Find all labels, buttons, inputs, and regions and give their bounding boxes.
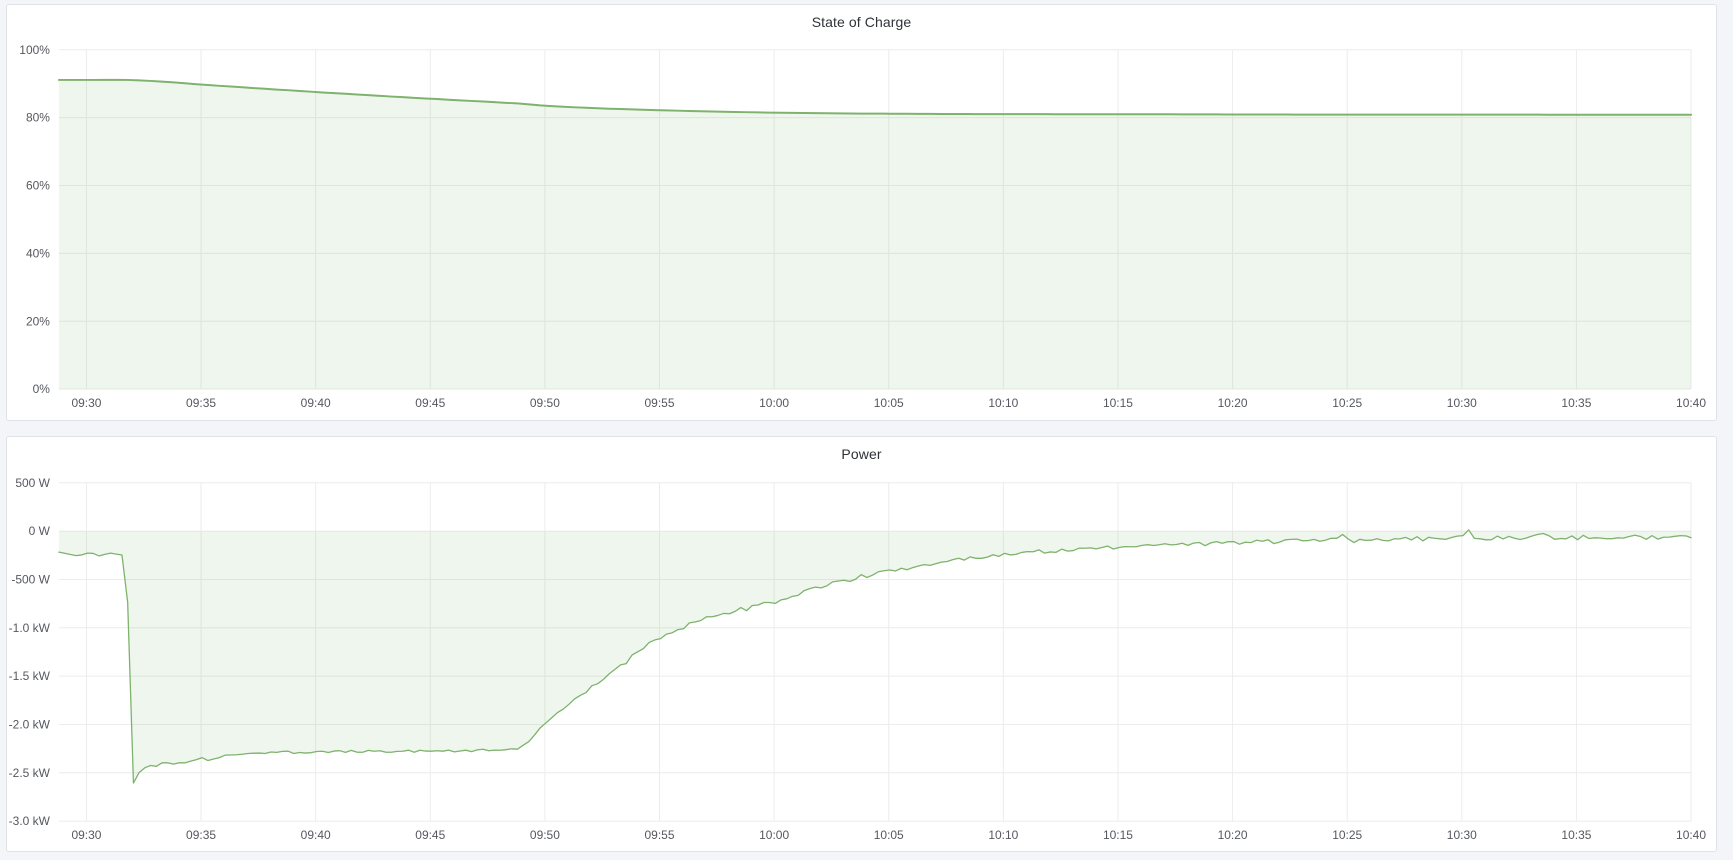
x-tick-label: 10:00 <box>759 396 789 410</box>
x-tick-label: 10:10 <box>988 828 1018 842</box>
x-tick-label: 10:40 <box>1676 396 1706 410</box>
x-tick-label: 09:40 <box>301 828 331 842</box>
y-tick-label: -2.5 kW <box>9 766 51 780</box>
y-tick-label: -2.0 kW <box>9 718 51 732</box>
x-tick-label: 10:30 <box>1447 828 1477 842</box>
y-tick-label: 60% <box>26 179 50 193</box>
x-tick-label: 10:35 <box>1561 396 1591 410</box>
x-tick-label: 09:30 <box>71 396 101 410</box>
grid <box>58 49 1692 390</box>
x-tick-label: 09:35 <box>186 396 216 410</box>
x-tick-label: 09:30 <box>71 828 101 842</box>
power-chart[interactable]: 500 W 0 W -500 W -1.0 kW -1.5 kW -2.0 kW -2.5 … <box>7 437 1716 851</box>
x-tick-label: 10:25 <box>1332 396 1362 410</box>
x-tick-label: 10:05 <box>874 828 904 842</box>
x-tick-label: 09:55 <box>645 396 675 410</box>
x-tick-label: 10:05 <box>874 396 904 410</box>
y-tick-label: 80% <box>26 111 50 125</box>
x-tick-label: 09:35 <box>186 828 216 842</box>
x-tick-label: 10:25 <box>1332 828 1362 842</box>
y-tick-label: 0 W <box>29 524 51 538</box>
x-tick-label: 09:50 <box>530 828 560 842</box>
series-area-fill <box>58 529 1692 784</box>
series-line <box>57 78 1693 116</box>
y-tick-label: -1.0 kW <box>9 621 51 635</box>
y-tick-label: -3.0 kW <box>9 814 51 828</box>
x-tick-label: 10:20 <box>1218 828 1248 842</box>
x-tick-label: 10:15 <box>1103 396 1133 410</box>
x-tick-label: 10:10 <box>988 396 1018 410</box>
x-tick-label: 09:50 <box>530 396 560 410</box>
x-tick-label: 10:15 <box>1103 828 1133 842</box>
y-tick-label: -1.5 kW <box>9 669 51 683</box>
y-tick-label: 20% <box>26 314 50 328</box>
y-tick-label: 500 W <box>15 476 50 490</box>
x-tick-label: 10:40 <box>1676 828 1706 842</box>
y-tick-label: 0% <box>33 382 51 396</box>
power-panel-title: Power <box>841 446 882 462</box>
x-tick-label: 09:45 <box>415 396 445 410</box>
y-tick-label: -500 W <box>11 573 50 587</box>
axis-labels: 100% 80% 60% 40% 20% 0% 09:30 09:35 09:40 09:45 09… <box>19 43 1706 410</box>
x-tick-label: 10:00 <box>759 828 789 842</box>
series-line <box>58 529 1692 784</box>
x-tick-label: 10:30 <box>1447 396 1477 410</box>
axis-labels: 500 W 0 W -500 W -1.0 kW -1.5 kW -2.0 kW -2.5 … <box>9 476 1707 842</box>
x-tick-label: 09:45 <box>415 828 445 842</box>
x-tick-label: 10:35 <box>1561 828 1591 842</box>
x-tick-label: 09:55 <box>645 828 675 842</box>
x-tick-label: 10:20 <box>1218 396 1248 410</box>
power-panel: 500 W 0 W -500 W -1.0 kW -1.5 kW -2.0 kW -2.5 … <box>6 436 1717 852</box>
y-tick-label: 40% <box>26 246 50 260</box>
soc-chart[interactable]: 100% 80% 60% 40% 20% 0% 09:30 09:35 09:40 09:45 09… <box>7 5 1716 420</box>
series-area-fill <box>58 79 1692 390</box>
soc-panel: 100% 80% 60% 40% 20% 0% 09:30 09:35 09:40 09:45 09… <box>6 4 1717 421</box>
x-tick-label: 09:40 <box>301 396 331 410</box>
soc-panel-title: State of Charge <box>811 14 912 30</box>
y-tick-label: 100% <box>19 43 50 57</box>
